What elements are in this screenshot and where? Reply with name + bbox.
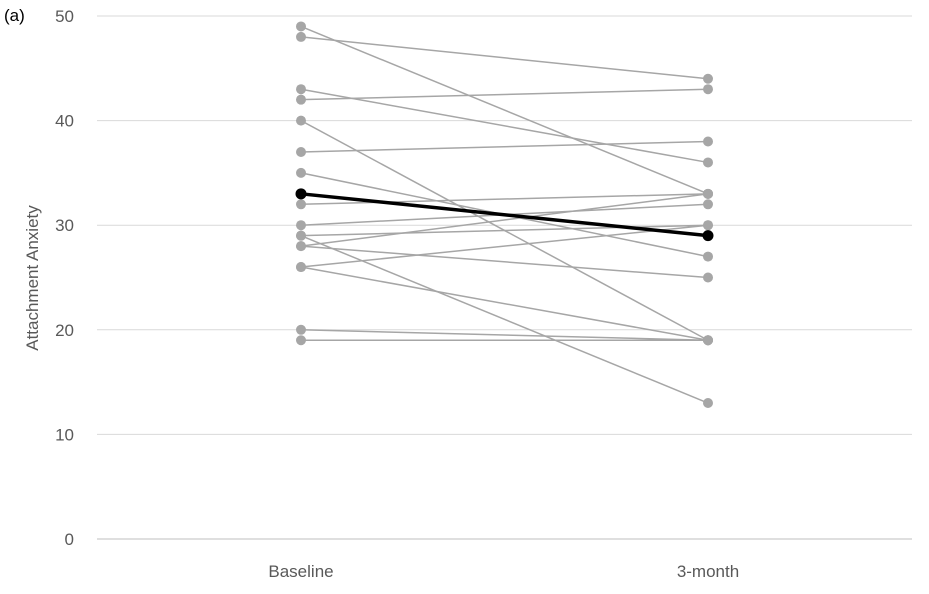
participant-point [703, 251, 713, 262]
participant-line [300, 88, 709, 164]
participant-point [703, 157, 713, 168]
participant-point [703, 84, 713, 95]
participant-line [300, 36, 709, 80]
participant-point [296, 167, 306, 178]
participant-line [300, 140, 709, 153]
participant-point [296, 220, 306, 231]
grid-lines [97, 15, 912, 540]
y-tick-label: 0 [65, 530, 74, 549]
participant-series [296, 262, 713, 346]
participant-point [703, 220, 713, 231]
y-tick-label: 20 [55, 321, 74, 340]
participant-point [296, 230, 306, 241]
participant-point [296, 94, 306, 105]
participant-point [296, 241, 306, 252]
participant-line [300, 88, 709, 101]
mean-point [702, 230, 714, 242]
participant-point [703, 188, 713, 199]
participant-point [296, 324, 306, 335]
participant-point [296, 262, 306, 273]
participant-point [296, 146, 306, 157]
participant-point [703, 335, 713, 346]
participant-point [296, 31, 306, 42]
participant-line [300, 245, 709, 279]
x-axis-ticks: Baseline 3-month [268, 562, 739, 581]
participant-line [300, 234, 709, 404]
participant-series [296, 220, 713, 273]
participant-point [296, 199, 306, 210]
participant-point [703, 398, 713, 409]
participant-series [296, 241, 713, 283]
mean-series [295, 188, 714, 242]
x-tick-label: 3-month [677, 562, 739, 581]
mean-line [300, 192, 709, 238]
participant-point [703, 272, 713, 283]
participant-point [296, 335, 306, 346]
participant-point [296, 21, 306, 32]
participant-series [296, 324, 713, 346]
participant-series [296, 230, 713, 409]
y-tick-label: 50 [55, 7, 74, 26]
participant-point [703, 136, 713, 147]
participant-line [300, 329, 709, 342]
participant-line [300, 266, 709, 341]
participant-series [296, 84, 713, 168]
participant-point [703, 199, 713, 210]
participant-point [296, 84, 306, 95]
series-lines [296, 21, 713, 409]
participant-series [296, 21, 713, 199]
mean-point [295, 188, 307, 200]
participant-point [296, 115, 306, 126]
participant-line [300, 25, 709, 195]
panel-label: (a) [4, 6, 25, 25]
participant-line [300, 224, 709, 268]
participant-series [296, 84, 713, 105]
participant-line [300, 193, 709, 247]
x-tick-label: Baseline [268, 562, 333, 581]
y-tick-label: 10 [55, 425, 74, 444]
y-axis-ticks: 0 10 20 30 40 50 [55, 7, 74, 549]
participant-series [296, 335, 713, 346]
y-tick-label: 40 [55, 112, 74, 131]
y-axis-label: Attachment Anxiety [23, 205, 42, 351]
participant-series [296, 31, 713, 84]
participant-series [296, 136, 713, 157]
participant-point [703, 73, 713, 84]
y-tick-label: 30 [55, 216, 74, 235]
